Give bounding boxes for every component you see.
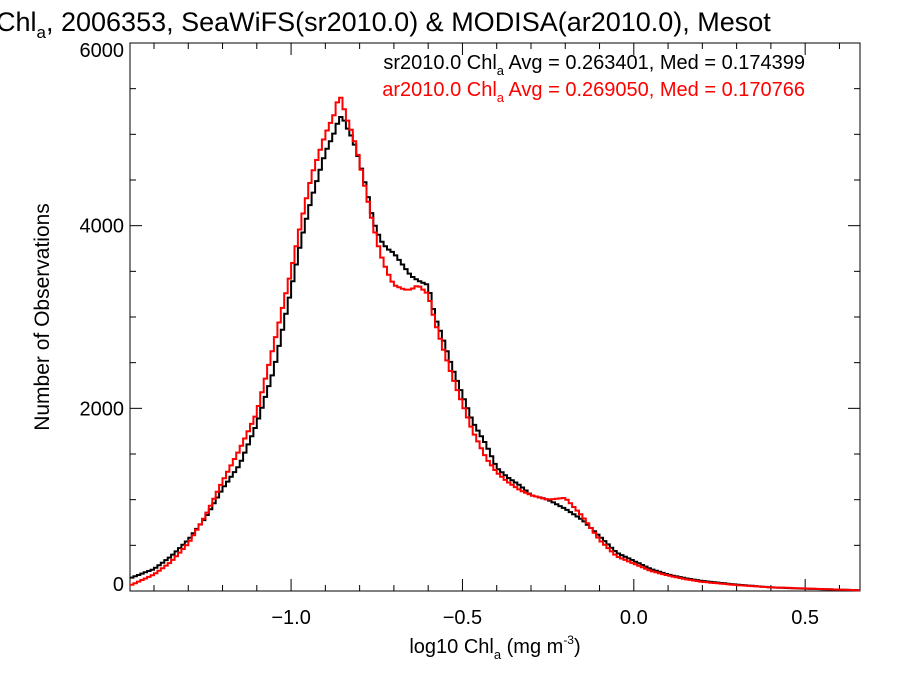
y-tick-label: 0 — [113, 574, 124, 596]
legend-sr2010-part-a: sr2010.0 Chl — [383, 52, 496, 74]
title-part-b: , 2006353, SeaWiFS(sr2010.0) & MODISA(ar… — [46, 7, 771, 37]
y-tick-label: 4000 — [80, 216, 125, 238]
legend-sr2010-part-b: Avg = 0.263401, Med = 0.174399 — [504, 52, 805, 74]
legend-entry-ar2010: ar2010.0 Chla Avg = 0.269050, Med = 0.17… — [382, 79, 805, 105]
xlabel-subscript: a — [494, 647, 502, 662]
y-tick-label: 6000 — [80, 40, 125, 62]
x-tick-label: 0.5 — [791, 607, 819, 629]
title-part-a: Chl — [0, 7, 37, 37]
xlabel-part-c: ) — [574, 636, 581, 658]
x-tick-label: −1.0 — [271, 607, 310, 629]
xlabel-superscript: -3 — [563, 633, 574, 647]
axes-layer: −1.0 −0.5 0.0 0.5 0 2000 4000 6000 — [80, 40, 860, 629]
xlabel-part-a: log10 Chl — [409, 636, 494, 658]
series-line-sr20100 — [130, 116, 860, 592]
xlabel-part-b: (mg m — [501, 636, 563, 658]
x-axis-label: log10 Chla (mg m-3) — [409, 633, 580, 662]
series-line-ar20100 — [130, 96, 860, 592]
x-tick-label: −0.5 — [443, 607, 482, 629]
legend-entry-sr2010: sr2010.0 Chla Avg = 0.263401, Med = 0.17… — [383, 52, 805, 78]
x-tick-label: 0.0 — [620, 607, 648, 629]
chart-title: Chla, 2006353, SeaWiFS(sr2010.0) & MODIS… — [0, 7, 771, 42]
y-tick-label: 2000 — [80, 398, 125, 420]
plot-frame — [129, 42, 861, 592]
legend-ar2010-subscript: a — [497, 90, 505, 105]
y-axis-label: Number of Observations — [31, 203, 54, 431]
legend-ar2010-part-b: Avg = 0.269050, Med = 0.170766 — [504, 79, 805, 101]
title-subscript: a — [37, 23, 47, 42]
legend-ar2010-part-a: ar2010.0 Chl — [382, 79, 497, 101]
series-layer — [130, 96, 860, 592]
legend-sr2010-subscript: a — [497, 63, 505, 78]
